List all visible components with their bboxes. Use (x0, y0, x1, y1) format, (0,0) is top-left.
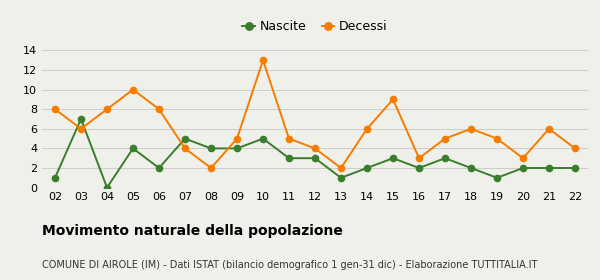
Nascite (364, 166, 371, 170)
Nascite (130, 147, 137, 150)
Decessi (103, 108, 110, 111)
Nascite (233, 147, 241, 150)
Decessi (442, 137, 449, 140)
Decessi (181, 147, 188, 150)
Nascite (545, 166, 553, 170)
Decessi (286, 137, 293, 140)
Nascite (389, 157, 397, 160)
Nascite (77, 117, 85, 121)
Nascite (442, 157, 449, 160)
Nascite (571, 166, 578, 170)
Decessi (415, 157, 422, 160)
Decessi (389, 98, 397, 101)
Nascite (52, 176, 59, 179)
Nascite (208, 147, 215, 150)
Nascite (415, 166, 422, 170)
Decessi (311, 147, 319, 150)
Nascite (467, 166, 475, 170)
Legend: Nascite, Decessi: Nascite, Decessi (238, 15, 392, 38)
Decessi (520, 157, 527, 160)
Decessi (259, 59, 266, 62)
Decessi (545, 127, 553, 130)
Nascite (311, 157, 319, 160)
Nascite (155, 166, 163, 170)
Decessi (571, 147, 578, 150)
Nascite (103, 186, 110, 189)
Text: Movimento naturale della popolazione: Movimento naturale della popolazione (42, 224, 343, 238)
Nascite (520, 166, 527, 170)
Decessi (130, 88, 137, 91)
Line: Decessi: Decessi (52, 57, 578, 171)
Decessi (233, 137, 241, 140)
Text: COMUNE DI AIROLE (IM) - Dati ISTAT (bilancio demografico 1 gen-31 dic) - Elabora: COMUNE DI AIROLE (IM) - Dati ISTAT (bila… (42, 260, 538, 270)
Decessi (155, 108, 163, 111)
Decessi (467, 127, 475, 130)
Nascite (337, 176, 344, 179)
Decessi (208, 166, 215, 170)
Nascite (286, 157, 293, 160)
Nascite (259, 137, 266, 140)
Line: Nascite: Nascite (52, 116, 578, 191)
Decessi (77, 127, 85, 130)
Decessi (493, 137, 500, 140)
Nascite (493, 176, 500, 179)
Nascite (181, 137, 188, 140)
Decessi (364, 127, 371, 130)
Decessi (337, 166, 344, 170)
Decessi (52, 108, 59, 111)
